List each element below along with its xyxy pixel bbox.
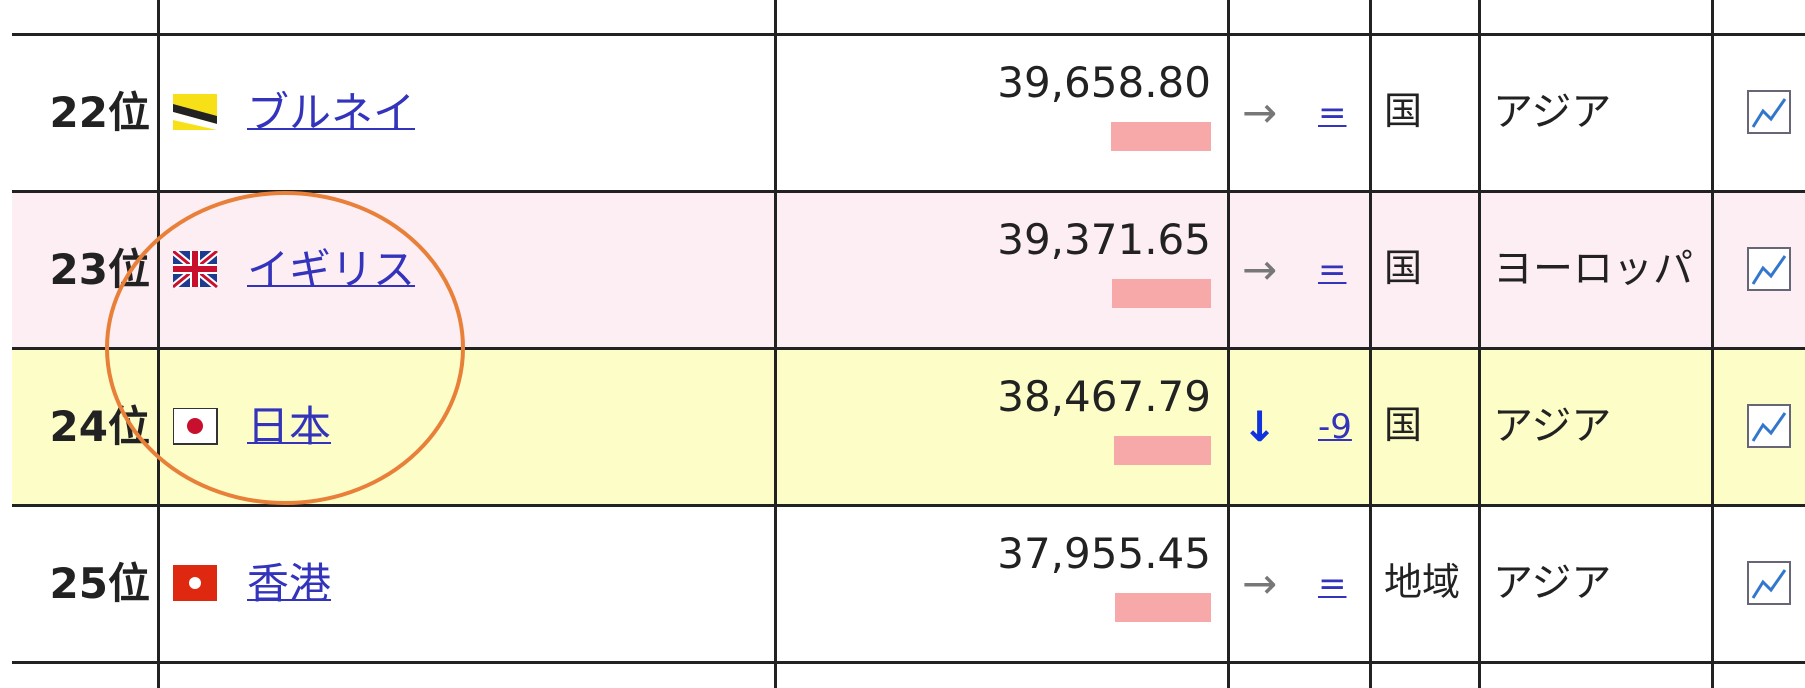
country-link[interactable]: 香港 xyxy=(247,559,332,608)
rank: 22位 xyxy=(49,88,150,137)
country-link[interactable]: 日本 xyxy=(247,402,332,451)
chart-icon[interactable] xyxy=(1746,89,1792,135)
column-divider xyxy=(1369,0,1372,688)
change-link[interactable]: = xyxy=(1318,250,1347,290)
change-link[interactable]: = xyxy=(1318,93,1347,133)
chart-icon[interactable] xyxy=(1746,403,1792,449)
region: ヨーロッパ xyxy=(1493,246,1693,292)
value: 39,371.65 xyxy=(997,215,1211,264)
chart-icon[interactable] xyxy=(1746,560,1792,606)
trend-arrow: → xyxy=(1242,559,1278,608)
row-divider xyxy=(12,33,1805,36)
column-divider xyxy=(1478,0,1481,688)
column-divider xyxy=(774,0,777,688)
value-bar xyxy=(1111,122,1211,151)
kind: 国 xyxy=(1384,403,1423,447)
row-divider xyxy=(12,190,1805,193)
rank: 25位 xyxy=(49,559,150,608)
row-divider xyxy=(12,347,1805,350)
value-bar xyxy=(1111,279,1211,308)
value-bar xyxy=(1114,436,1211,465)
trend-arrow: ↓ xyxy=(1242,402,1278,451)
column-divider xyxy=(1227,0,1230,688)
country-link[interactable]: イギリス xyxy=(247,245,416,294)
flag xyxy=(173,565,217,601)
table-row: 23位 イギリス 39,371.65 → = 国ヨーロッパ xyxy=(12,191,1805,348)
row-divider xyxy=(12,504,1805,507)
value-bar xyxy=(1115,593,1211,622)
change-link[interactable]: -9 xyxy=(1318,407,1352,447)
highlight-circle xyxy=(105,191,465,505)
table-row: 22位 ブルネイ 39,658.80 → = 国 アジア xyxy=(12,34,1805,191)
trend-arrow: → xyxy=(1242,245,1278,294)
region: アジア xyxy=(1493,560,1612,606)
column-divider xyxy=(157,0,160,688)
change-link[interactable]: = xyxy=(1318,564,1347,604)
value: 37,955.45 xyxy=(997,529,1211,578)
country-link[interactable]: ブルネイ xyxy=(247,88,416,137)
column-divider xyxy=(1711,0,1714,688)
chart-icon[interactable] xyxy=(1746,246,1792,292)
flag xyxy=(173,251,219,289)
table-row: 25位 香港 37,955.45 → = 地域 アジア xyxy=(12,505,1805,662)
row-divider xyxy=(12,661,1805,664)
trend-arrow: → xyxy=(1242,88,1278,137)
flag xyxy=(173,408,218,445)
kind: 国 xyxy=(1384,89,1423,133)
kind: 地域 xyxy=(1384,560,1461,604)
region: アジア xyxy=(1493,89,1612,135)
value: 39,658.80 xyxy=(997,58,1211,107)
flag xyxy=(173,94,217,130)
value: 38,467.79 xyxy=(997,372,1211,421)
kind: 国 xyxy=(1384,246,1423,290)
table-row: 24位 日本 38,467.79 ↓ -9 国アジア xyxy=(12,348,1805,505)
region: アジア xyxy=(1493,403,1612,449)
